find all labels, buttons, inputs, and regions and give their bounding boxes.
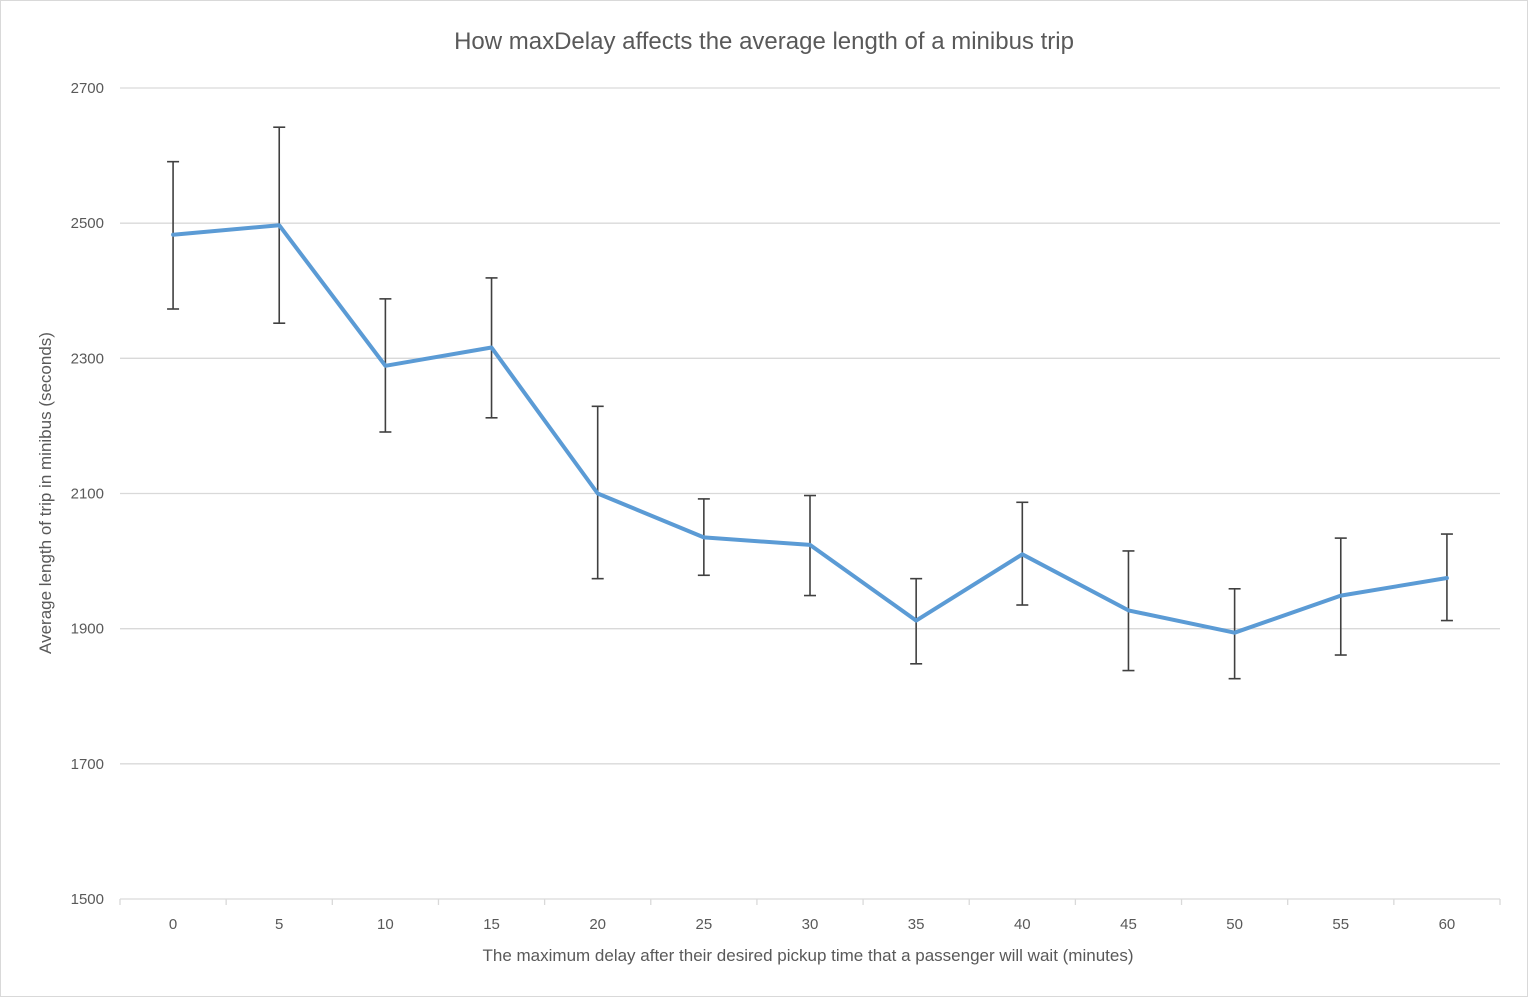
x-axis xyxy=(119,898,1501,905)
x-tick-label: 45 xyxy=(1120,916,1137,933)
y-axis-title: Average length of trip in minibus (secon… xyxy=(36,332,55,654)
x-tick-label: 15 xyxy=(483,916,500,933)
x-tick-label: 0 xyxy=(169,916,177,933)
y-tick-label: 1900 xyxy=(71,621,104,638)
error-bars xyxy=(167,126,1453,680)
x-tick-label: 5 xyxy=(275,916,283,933)
x-tick-label: 50 xyxy=(1226,916,1243,933)
x-tick-label: 25 xyxy=(696,916,713,933)
series-group xyxy=(171,223,1449,635)
y-tick-label: 2500 xyxy=(71,215,104,232)
x-tick-label: 30 xyxy=(802,916,819,933)
y-gridlines xyxy=(120,87,1500,765)
y-tick-label: 2100 xyxy=(71,486,104,503)
x-tick-label: 10 xyxy=(377,916,394,933)
y-tick-labels: 1500 1700 1900 2100 2300 2500 2700 xyxy=(71,80,104,908)
y-tick-label: 1500 xyxy=(71,891,104,908)
y-tick-label: 2700 xyxy=(71,80,104,97)
y-tick-label: 2300 xyxy=(71,350,104,367)
y-tick-label: 1700 xyxy=(71,756,104,773)
chart-title: How maxDelay affects the average length … xyxy=(454,28,1074,55)
x-tick-label: 40 xyxy=(1014,916,1031,933)
x-tick-label: 35 xyxy=(908,916,925,933)
series-line xyxy=(171,223,1449,635)
x-tick-label: 20 xyxy=(589,916,606,933)
x-axis-title: The maximum delay after their desired pi… xyxy=(483,946,1134,965)
x-tick-labels: 0 5 10 15 20 25 30 35 40 45 50 55 60 xyxy=(169,916,1455,933)
x-tick-label: 60 xyxy=(1439,916,1456,933)
x-tick-label: 55 xyxy=(1332,916,1349,933)
